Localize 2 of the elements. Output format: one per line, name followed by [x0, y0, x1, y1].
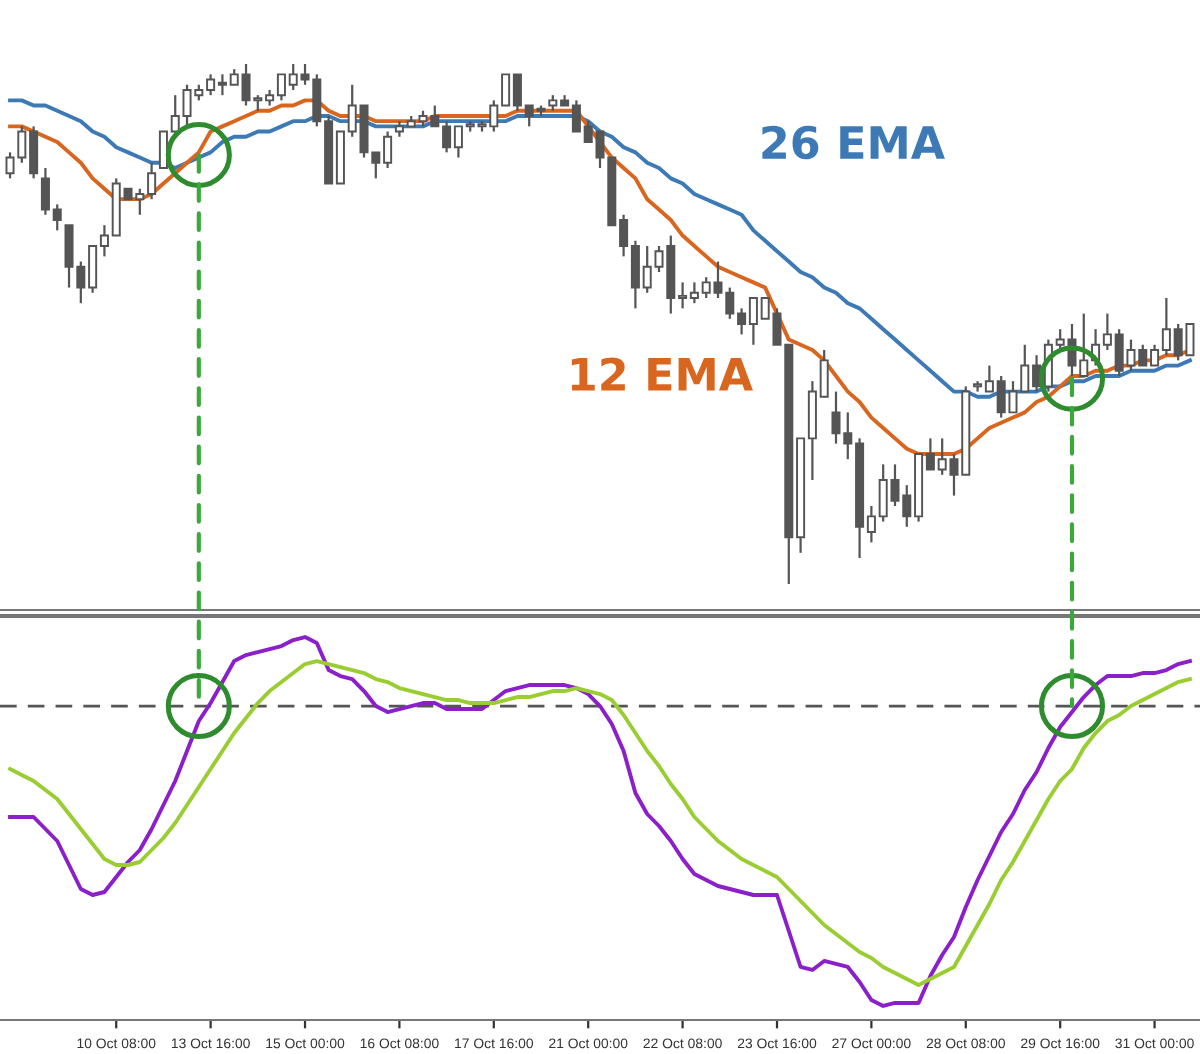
series-label: 12 EMA	[571, 357, 753, 391]
series-label: 26 EMA	[762, 125, 945, 160]
